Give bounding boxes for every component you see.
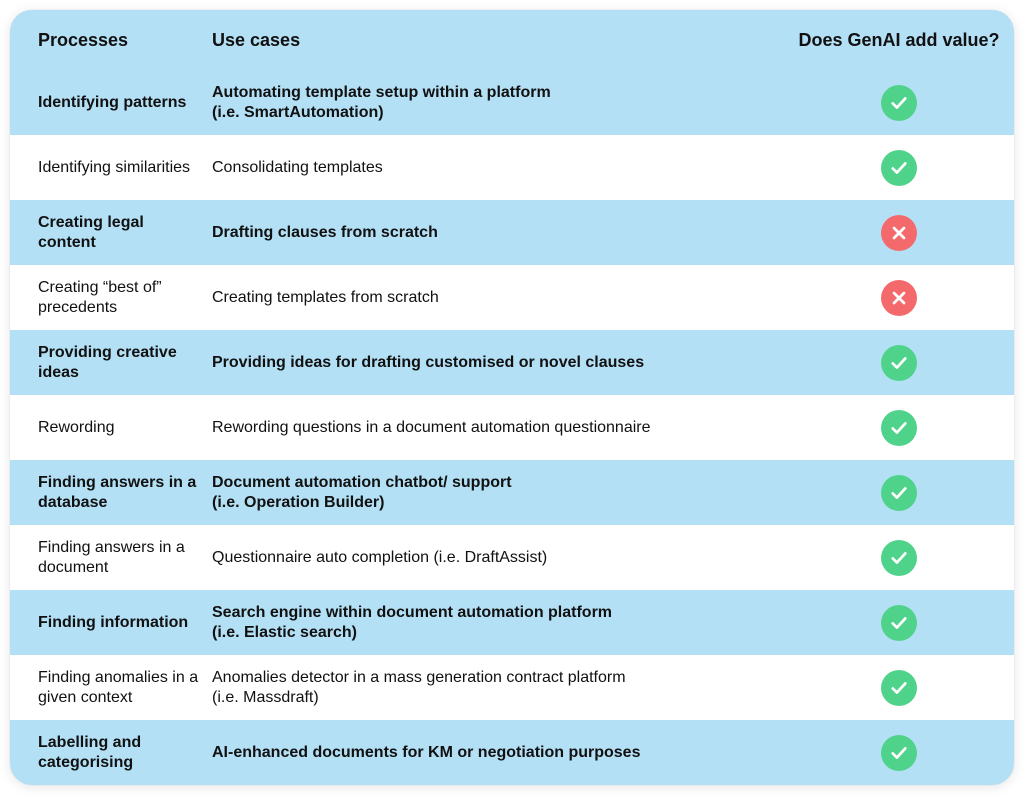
check-icon: [881, 85, 917, 121]
usecase-cell: Document automation chatbot/ support(i.e…: [212, 473, 774, 513]
header-usecases: Use cases: [212, 30, 774, 51]
check-icon: [881, 735, 917, 771]
usecase-cell: Providing ideas for drafting customised …: [212, 353, 774, 373]
process-cell: Rewording: [38, 418, 200, 438]
usecase-cell: Drafting clauses from scratch: [212, 223, 774, 243]
usecase-cell: Rewording questions in a document automa…: [212, 418, 774, 438]
process-cell: Creating legal content: [38, 213, 200, 253]
process-cell: Finding answers in a database: [38, 473, 200, 513]
table-body: Identifying patterns Automating template …: [10, 70, 1014, 785]
check-icon: [881, 345, 917, 381]
table-row: Finding answers in a database Document au…: [10, 460, 1014, 525]
table-header-row: Processes Use cases Does GenAI add value…: [10, 10, 1014, 70]
process-cell: Identifying patterns: [38, 93, 200, 113]
table-row: Creating “best of” precedents Creating te…: [10, 265, 1014, 330]
header-processes: Processes: [38, 30, 200, 51]
usecase-cell: Creating templates from scratch: [212, 288, 774, 308]
process-cell: Finding information: [38, 613, 200, 633]
table-row: Finding information Search engine within …: [10, 590, 1014, 655]
process-cell: Finding anomalies in a given context: [38, 668, 200, 708]
check-icon: [881, 605, 917, 641]
table-row: Finding answers in a document Questionnai…: [10, 525, 1014, 590]
check-icon: [881, 150, 917, 186]
check-icon: [881, 540, 917, 576]
table-row: Providing creative ideas Providing ideas …: [10, 330, 1014, 395]
usecase-cell: Search engine within document automation…: [212, 603, 774, 643]
table-row: Creating legal content Drafting clauses f…: [10, 200, 1014, 265]
header-value: Does GenAI add value?: [784, 30, 1014, 51]
usecase-cell: Consolidating templates: [212, 158, 774, 178]
cross-icon: [881, 280, 917, 316]
usecase-cell: Questionnaire auto completion (i.e. Draf…: [212, 548, 774, 568]
table-row: Rewording Rewording questions in a docume…: [10, 395, 1014, 460]
table-row: Identifying similarities Consolidating te…: [10, 135, 1014, 200]
check-icon: [881, 475, 917, 511]
process-cell: Creating “best of” precedents: [38, 278, 200, 318]
check-icon: [881, 670, 917, 706]
table-row: Labelling and categorising AI-enhanced do…: [10, 720, 1014, 785]
genai-value-table: Processes Use cases Does GenAI add value…: [10, 10, 1014, 785]
table-row: Identifying patterns Automating template …: [10, 70, 1014, 135]
usecase-cell: Anomalies detector in a mass generation …: [212, 668, 774, 708]
usecase-cell: AI-enhanced documents for KM or negotiat…: [212, 743, 774, 763]
process-cell: Finding answers in a document: [38, 538, 200, 578]
table-row: Finding anomalies in a given context Anom…: [10, 655, 1014, 720]
cross-icon: [881, 215, 917, 251]
process-cell: Providing creative ideas: [38, 343, 200, 383]
process-cell: Identifying similarities: [38, 158, 200, 178]
check-icon: [881, 410, 917, 446]
usecase-cell: Automating template setup within a platf…: [212, 83, 774, 123]
process-cell: Labelling and categorising: [38, 733, 200, 773]
